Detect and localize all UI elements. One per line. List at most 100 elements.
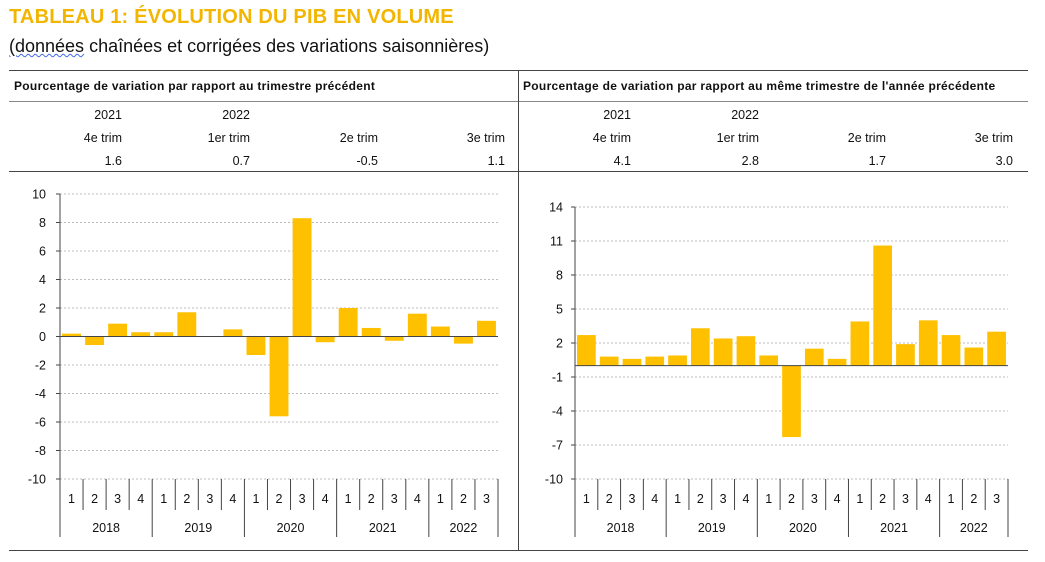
y-tick-label: 14 (549, 201, 563, 215)
y-tick-label: -8 (35, 444, 46, 458)
x-category-label: 1 (252, 492, 259, 506)
left-quarter-4: 3e trim (466, 131, 505, 145)
x-category-label: 1 (674, 492, 681, 506)
bar (941, 335, 961, 366)
y-tick-label: 2 (39, 302, 46, 316)
bar (430, 326, 450, 337)
right-year-2: 2022 (731, 108, 759, 122)
x-category-label: 4 (651, 492, 658, 506)
bar (622, 358, 642, 366)
left-quarter-3: 2e trim (339, 131, 378, 145)
bar (736, 336, 756, 366)
subtitle-rest: chaînées et corrigées des variations sai… (84, 36, 490, 56)
bar (987, 331, 1006, 366)
bar (85, 336, 105, 346)
x-year-label: 2022 (960, 521, 988, 535)
y-tick-label: -10 (28, 473, 46, 487)
x-year-label: 2020 (277, 521, 305, 535)
x-category-label: 3 (114, 492, 121, 506)
x-category-label: 4 (137, 492, 144, 506)
y-tick-label: 10 (32, 188, 46, 202)
left-year-1: 2021 (94, 108, 122, 122)
x-category-label: 1 (948, 492, 955, 506)
bar (131, 332, 151, 337)
y-tick-label: 8 (556, 269, 563, 283)
x-category-label: 3 (206, 492, 213, 506)
x-category-label: 3 (628, 492, 635, 506)
bar (62, 333, 81, 337)
right-quarter-4: 3e trim (974, 131, 1013, 145)
x-category-label: 3 (483, 492, 490, 506)
x-category-label: 1 (345, 492, 352, 506)
bar (453, 336, 473, 344)
y-tick-label: -2 (35, 359, 46, 373)
left-quarter-2: 1er trim (207, 131, 250, 145)
y-tick-label: 8 (39, 216, 46, 230)
x-category-label: 1 (160, 492, 167, 506)
y-tick-label: 5 (556, 303, 563, 317)
left-year-2: 2022 (222, 108, 250, 122)
x-year-label: 2019 (184, 521, 212, 535)
y-tick-label: -4 (552, 405, 563, 419)
bar (964, 347, 984, 366)
x-category-label: 3 (391, 492, 398, 506)
page-title: TABLEAU 1: ÉVOLUTION DU PIB EN VOLUME (9, 6, 454, 28)
right-chart-group: 14 11 8 5 2 -1 -4 -7 -10 1 2 3 4 1 2 3 4 1 2 3 4 1 2 3 4 1 2 3 2018 2… (545, 201, 1009, 537)
bar (292, 218, 312, 337)
x-category-label: 1 (437, 492, 444, 506)
left-value-3: -0.5 (356, 154, 378, 168)
y-tick-label: 11 (550, 235, 563, 249)
bar (154, 332, 174, 337)
x-category-label: 1 (68, 492, 75, 506)
x-category-label: 3 (902, 492, 909, 506)
x-category-label: 2 (368, 492, 375, 506)
x-category-label: 2 (697, 492, 704, 506)
x-year-label: 2021 (369, 521, 397, 535)
x-category-label: 4 (414, 492, 421, 506)
x-category-label: 4 (229, 492, 236, 506)
bar (782, 365, 801, 438)
left-panel-heading: Pourcentage de variation par rapport au … (14, 79, 376, 93)
x-category-label: 2 (788, 492, 795, 506)
right-quarter-3: 2e trim (847, 131, 886, 145)
bar (804, 348, 824, 366)
left-value-4: 1.1 (487, 154, 505, 168)
bar (407, 313, 427, 337)
left-value-1: 1.6 (104, 154, 122, 168)
x-year-label: 2021 (880, 521, 908, 535)
x-category-label: 2 (91, 492, 98, 506)
bar (477, 320, 496, 337)
x-category-label: 2 (970, 492, 977, 506)
figure-bottom-border (9, 550, 1028, 551)
bar (918, 320, 938, 366)
x-category-label: 4 (322, 492, 329, 506)
x-year-label: 2020 (789, 521, 817, 535)
right-year-1: 2021 (603, 108, 631, 122)
subtitle-first-word: (données (9, 36, 85, 56)
x-year-label: 2018 (92, 521, 120, 535)
x-category-label: 2 (460, 492, 467, 506)
bar (827, 358, 847, 366)
x-category-label: 1 (583, 492, 590, 506)
bar (713, 338, 733, 366)
right-value-1: 4.1 (613, 154, 631, 168)
y-tick-label: 0 (39, 330, 46, 344)
left-value-2: 0.7 (232, 154, 250, 168)
bar (759, 355, 779, 366)
x-category-label: 4 (925, 492, 932, 506)
x-category-label: 2 (879, 492, 886, 506)
bar (384, 336, 404, 341)
bar (577, 335, 596, 366)
bar (896, 344, 915, 366)
x-year-label: 2022 (450, 521, 478, 535)
y-tick-label: -4 (35, 387, 46, 401)
bar (599, 356, 619, 366)
x-category-label: 3 (299, 492, 306, 506)
bar (850, 321, 870, 366)
left-chart-group: 10 8 6 4 2 0 -2 -4 -6 -8 -10 1 2 3 4 1 2 3 4 1 2 3 4 1 2 3 4 1 2 3 201… (28, 188, 499, 537)
x-year-label: 2019 (698, 521, 726, 535)
x-category-label: 4 (834, 492, 841, 506)
page-subtitle: (données chaînées et corrigées des varia… (9, 36, 489, 57)
x-category-label: 2 (183, 492, 190, 506)
right-value-3: 1.7 (868, 154, 886, 168)
